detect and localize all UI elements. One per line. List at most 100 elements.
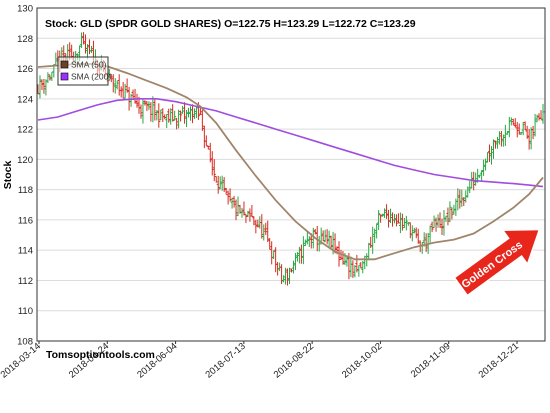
ohlc-bar	[214, 175, 218, 183]
ohlc-bar	[438, 212, 442, 228]
ohlc-bar	[289, 268, 293, 273]
ohlc-bar	[507, 116, 511, 138]
ohlc-bar	[163, 114, 167, 120]
ohlc-bar	[468, 181, 472, 194]
ohlc-bar	[501, 134, 505, 147]
ohlc-bar	[357, 265, 361, 277]
plot-frame	[36, 7, 546, 342]
ohlc-bar	[345, 256, 349, 267]
ohlc-bar	[224, 187, 228, 195]
ohlc-bar	[303, 239, 307, 247]
ohlc-bar	[535, 114, 539, 123]
ohlc-bar	[40, 79, 44, 91]
ohlc-bar	[109, 73, 113, 83]
ohlc-bar	[408, 222, 412, 239]
ohlc-bar	[519, 131, 523, 135]
ohlc-bar	[527, 128, 531, 150]
ohlc-bar	[240, 207, 244, 218]
ohlc-bar	[123, 83, 127, 99]
ohlc-bar	[155, 109, 159, 121]
ohlc-bar	[177, 109, 181, 129]
ohlc-bar	[305, 231, 309, 245]
ohlc-bar	[313, 228, 317, 235]
ohlc-bar	[204, 135, 208, 147]
ohlc-bar	[250, 205, 254, 218]
ohlc-bar	[84, 34, 88, 54]
ohlc-bar	[151, 96, 155, 123]
ohlc-bar	[491, 139, 495, 159]
ohlc-bar	[495, 136, 499, 149]
ohlc-bar	[268, 238, 272, 250]
ohlc-bar	[359, 262, 363, 269]
ohlc-bar	[48, 74, 52, 81]
ohlc-bar	[288, 267, 292, 285]
x-tick-label: 2018-08-22	[272, 341, 316, 381]
ohlc-bar	[379, 214, 383, 223]
ohlc-bar	[533, 113, 537, 137]
ohlc-bar	[171, 104, 175, 122]
ohlc-bar	[145, 101, 149, 112]
ohlc-bar	[424, 233, 428, 252]
ohlc-bar	[256, 219, 260, 228]
legend-swatch-sma200	[60, 72, 69, 81]
ohlc-bar	[430, 221, 434, 233]
ohlc-bar	[82, 32, 86, 45]
ohlc-bar	[266, 220, 270, 243]
golden-cross-arrow	[453, 228, 541, 297]
y-tick-label: 108	[17, 337, 33, 348]
ohlc-bar	[412, 227, 416, 234]
ohlc-bar	[499, 130, 503, 147]
ohlc-bar	[226, 190, 230, 205]
ohlc-bar	[363, 255, 367, 270]
ohlc-bar	[458, 189, 462, 209]
y-tick-label: 122	[17, 125, 33, 136]
ohlc-bar	[351, 260, 355, 278]
ohlc-bar	[396, 213, 400, 224]
ohlc-bar	[190, 104, 194, 124]
ohlc-bar	[272, 250, 276, 260]
ohlc-bar	[210, 151, 214, 176]
ohlc-bar	[216, 175, 220, 194]
x-tick-label: 2018-07-13	[203, 341, 247, 381]
ohlc-bar	[327, 230, 331, 248]
ohlc-bar	[282, 275, 286, 283]
legend-box	[57, 56, 109, 86]
ohlc-bar	[179, 110, 183, 122]
ohlc-bar	[462, 197, 466, 207]
ohlc-bar	[307, 236, 311, 247]
ohlc-bar	[329, 235, 333, 249]
ohlc-bar	[341, 250, 345, 265]
ohlc-bar	[188, 106, 192, 121]
ohlc-bar	[525, 125, 529, 139]
ohlc-bar	[218, 176, 222, 190]
ohlc-bar	[232, 195, 236, 208]
ohlc-bar	[248, 208, 252, 222]
ohlc-bar	[321, 230, 325, 242]
ohlc-bar	[385, 204, 389, 219]
ohlc-bar	[353, 265, 357, 278]
ohlc-bar	[208, 142, 212, 163]
legend: SMA (50) SMA (200)	[57, 56, 111, 86]
ohlc-bar	[444, 215, 448, 223]
ohlc-bar	[480, 170, 484, 182]
ohlc-bar	[117, 74, 121, 96]
legend-label-sma200: SMA (200)	[71, 72, 111, 82]
ohlc-bar	[416, 228, 420, 244]
ohlc-bar	[200, 109, 204, 131]
ohlc-bar	[42, 78, 46, 94]
ohlc-bar	[169, 108, 173, 125]
sma50-line	[37, 63, 544, 261]
ohlc-bar	[478, 174, 482, 178]
ohlc-bar	[513, 118, 517, 128]
ohlc-bar	[115, 80, 119, 90]
golden-cross-annotation: Golden Cross	[453, 228, 541, 297]
chart-header: Stock: GLD (SPDR GOLD SHARES) O=122.75 H…	[45, 18, 416, 30]
ohlc-bar	[333, 233, 337, 254]
ohlc-bar	[149, 102, 153, 122]
ohlc-bar	[291, 260, 295, 274]
ohlc-bar	[394, 214, 398, 227]
ohlc-bar	[50, 71, 54, 81]
ohlc-bar	[440, 218, 444, 235]
watermark: Tomsoptiontools.com	[46, 349, 155, 361]
ohlc-bar	[230, 197, 234, 209]
